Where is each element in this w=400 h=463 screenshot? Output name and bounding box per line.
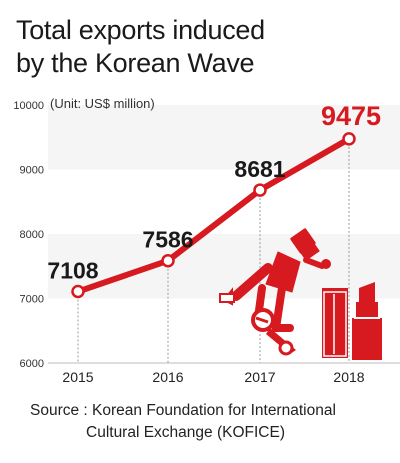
lipstick-icon (322, 282, 382, 360)
y-tick-label: 9000 (20, 165, 44, 177)
data-label: 7108 (47, 258, 98, 284)
title-line-2: by the Korean Wave (16, 48, 255, 78)
breakdancer-icon (219, 228, 331, 356)
x-tick-label: 2018 (333, 369, 364, 385)
band (48, 234, 400, 299)
data-point (253, 183, 267, 197)
y-tick-label: 7000 (20, 294, 44, 306)
source-note: Source : Korean Foundation for Internati… (30, 400, 336, 444)
data-label: 7586 (142, 227, 193, 253)
data-point (161, 253, 175, 268)
x-tick-label: 2015 (62, 369, 93, 385)
y-tick-label: 10000 (13, 100, 44, 112)
data-label: 8681 (234, 156, 285, 182)
y-tick-label: 6000 (20, 358, 44, 370)
x-tick-label: 2016 (152, 369, 183, 385)
y-tick-label: 8000 (20, 229, 44, 241)
data-labels: 7108 7586 8681 9475 (47, 101, 381, 284)
data-point (71, 284, 85, 299)
background-bands (48, 105, 400, 299)
source-line-2: Cultural Exchange (KOFICE) (86, 424, 285, 441)
y-axis-ticks: 6000 7000 8000 9000 10000 (13, 100, 44, 370)
x-tick-label: 2017 (244, 369, 275, 385)
drop-lines (48, 138, 400, 364)
unit-label: (Unit: US$ million) (50, 96, 155, 111)
chart-title: Total exports induced by the Korean Wave (16, 14, 265, 80)
data-point (342, 132, 356, 146)
data-points (71, 132, 356, 299)
title-line-1: Total exports induced (16, 15, 265, 45)
exports-line (75, 135, 352, 295)
band (48, 105, 400, 170)
x-axis-ticks: 2015 2016 2017 2018 (62, 369, 364, 385)
source-line-1: Source : Korean Foundation for Internati… (30, 402, 336, 419)
data-label: 9475 (321, 101, 381, 131)
